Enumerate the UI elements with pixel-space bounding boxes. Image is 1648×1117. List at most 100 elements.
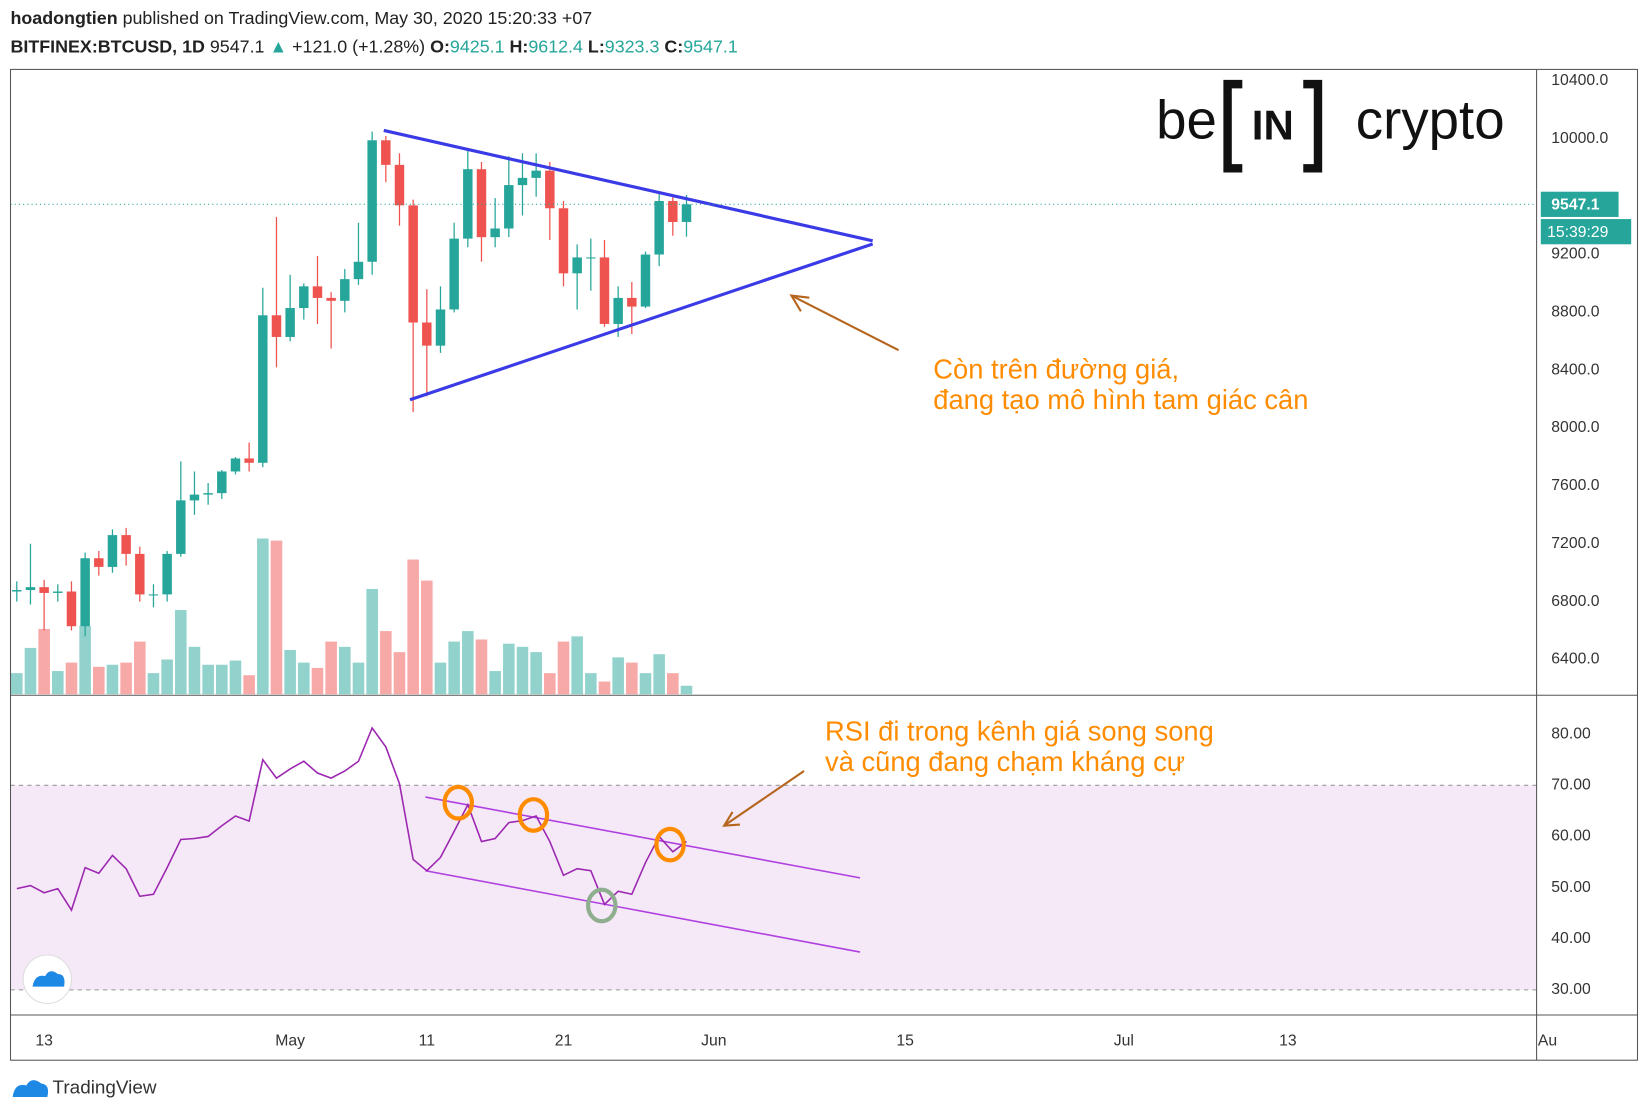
countdown-box <box>1540 219 1632 245</box>
last-price: 9547.1 <box>210 36 265 56</box>
volume-bar <box>188 646 201 695</box>
volume-bar <box>120 662 132 695</box>
candle-body <box>558 208 569 274</box>
last-price-label: 9547.1 <box>1551 197 1599 214</box>
candle-body <box>230 458 241 472</box>
x-tick-label: 11 <box>419 1032 435 1049</box>
candle-body <box>135 553 145 595</box>
arrows <box>722 294 900 827</box>
published-line: hoadongtien published on TradingView.com… <box>11 8 593 28</box>
candle-body <box>517 177 528 186</box>
tv-badge <box>22 954 72 1004</box>
volume-bar <box>380 631 392 695</box>
candle-body <box>299 286 309 309</box>
candle-body <box>258 315 268 463</box>
marker-circle <box>654 826 686 863</box>
volume-bar <box>161 659 173 695</box>
x-tick-label: 21 <box>555 1032 573 1049</box>
arrow-head <box>789 294 810 312</box>
candle-body <box>381 140 391 165</box>
annotation: đang tạo mô hình tam giác cân <box>933 384 1308 415</box>
candle-body <box>340 279 350 301</box>
logo-middle: IN <box>1252 101 1294 148</box>
candle-body <box>640 254 651 307</box>
volume-bar <box>243 675 255 695</box>
y-tick-label: 6800.0 <box>1551 593 1599 610</box>
badge-icon <box>32 971 65 987</box>
volume-bar <box>352 662 365 695</box>
candle-body <box>531 170 541 178</box>
price-scale <box>1536 69 1638 1061</box>
volume-bar <box>448 641 460 695</box>
arrow <box>723 770 805 827</box>
volume-bar <box>298 662 310 695</box>
volume-bar <box>270 540 283 695</box>
y-tick-label: 8800.0 <box>1551 304 1599 321</box>
y-tick-label: 6400.0 <box>1551 651 1599 668</box>
candle-body <box>244 458 254 463</box>
candle-body <box>189 494 200 501</box>
open-label: O: <box>430 36 450 56</box>
countdown-label: 15:39:29 <box>1547 224 1609 241</box>
symbol-line: BITFINEX:BTCUSD, 1D 9547.1 ▲ +121.0 (+1.… <box>11 36 738 56</box>
volume-bar <box>639 673 652 695</box>
frame <box>9 68 1639 1061</box>
rsi-tick-label: 40.00 <box>1551 930 1591 947</box>
trendline <box>409 242 874 402</box>
volume-bar <box>489 671 501 695</box>
volume-bar <box>134 641 146 695</box>
rsi-tick-label: 70.00 <box>1551 776 1591 793</box>
rsi-channel <box>425 796 861 879</box>
candle-body <box>66 591 77 627</box>
candle-body <box>326 297 336 301</box>
volume-bar <box>65 662 78 695</box>
volume-bar <box>38 628 50 695</box>
marker-circle <box>585 887 618 924</box>
footer-text: TradingView <box>53 1078 157 1099</box>
change: +121.0 (+1.28%) <box>292 36 425 56</box>
open-value: 9425.1 <box>450 36 505 56</box>
candle-body <box>435 309 446 346</box>
y-tick-label: 7200.0 <box>1551 535 1599 552</box>
candle-body <box>176 500 186 554</box>
volume-bar <box>475 639 488 695</box>
candle-body <box>504 185 514 229</box>
volume-bar <box>24 647 37 695</box>
volume-bar <box>503 643 515 695</box>
candle-body <box>148 594 159 596</box>
rsi-tick-label: 80.00 <box>1551 725 1591 742</box>
volume-bar <box>612 657 624 695</box>
candle-body <box>162 553 172 595</box>
rsi-band <box>10 785 1537 990</box>
y-tick-label: 10400.0 <box>1551 72 1608 89</box>
candle-body <box>367 140 377 262</box>
volume-bar <box>516 646 529 695</box>
candle-body <box>599 257 610 324</box>
candle-body <box>53 591 63 593</box>
trendline <box>383 128 873 243</box>
volume-bar <box>11 673 23 695</box>
rsi-channel <box>425 869 861 953</box>
candle-body <box>463 169 473 239</box>
plot-area <box>10 128 1537 991</box>
candle-body <box>545 170 555 209</box>
volume-bar <box>175 610 187 695</box>
logo-left: be <box>1156 90 1217 151</box>
candle-body <box>586 257 596 259</box>
marker-circle <box>517 797 550 833</box>
last-price-box <box>1540 191 1619 217</box>
close-label: C: <box>664 36 683 56</box>
rsi-tick-label: 60.00 <box>1551 828 1591 845</box>
volume-bar <box>598 681 611 695</box>
logo-right: crypto <box>1356 90 1505 151</box>
volume-bar <box>93 666 105 695</box>
candle-body <box>94 558 104 567</box>
candle-body <box>613 297 623 324</box>
candle-body <box>394 164 405 206</box>
y-tick-label: 7600.0 <box>1551 477 1599 494</box>
volume-bar <box>462 631 474 695</box>
volume-bar <box>544 673 556 695</box>
volume-bar <box>216 664 228 695</box>
